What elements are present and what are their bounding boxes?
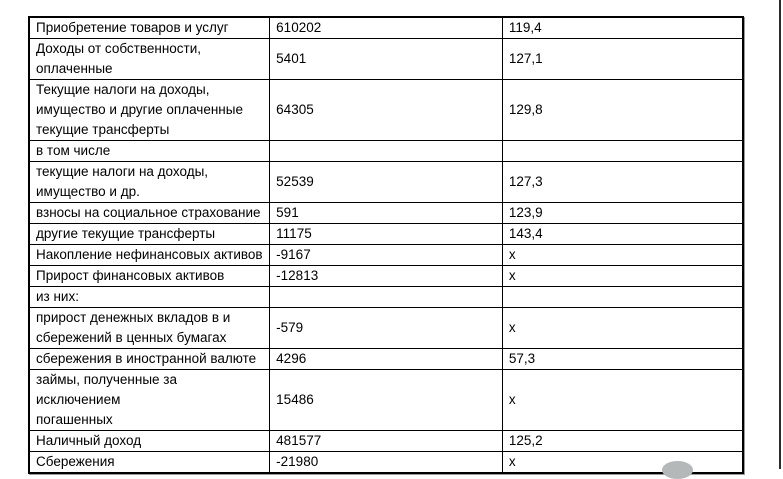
table-row: из них: (28, 286, 744, 308)
watermark-arc (662, 461, 693, 479)
row-label: Прирост финансовых активов (28, 265, 271, 287)
row-label: Текущие налоги на доходы, имущество и др… (28, 79, 271, 141)
row-label: Приобретение товаров и услуг (28, 16, 271, 39)
table-row: Прирост финансовых активов -12813 x (28, 265, 744, 287)
row-value (269, 140, 503, 162)
row-label: другие текущие трансферты (28, 223, 271, 245)
income-expense-table: Приобретение товаров и услуг 610202 119,… (28, 16, 744, 474)
table-row: Сбережения -21980 x (28, 451, 744, 474)
row-percent: 123,9 (501, 202, 744, 224)
table-row: Доходы от собственности, оплаченные 5401… (28, 38, 744, 80)
row-value (269, 286, 503, 308)
row-percent: 129,8 (501, 79, 744, 141)
row-percent (501, 140, 744, 162)
row-value: -12813 (269, 265, 503, 287)
table-row: Текущие налоги на доходы, имущество и др… (28, 79, 744, 141)
row-label: Наличный доход (28, 430, 271, 452)
row-label: из них: (28, 286, 271, 308)
row-value: 15486 (269, 369, 503, 431)
row-value: 591 (269, 202, 503, 224)
table-row: другие текущие трансферты 11175 143,4 (28, 223, 744, 245)
row-label: прирост денежных вкладов в и сбережений … (28, 307, 271, 349)
row-value: 64305 (269, 79, 503, 141)
table-row: Накопление нефинансовых активов -9167 x (28, 244, 744, 266)
row-percent: 127,3 (501, 161, 744, 203)
row-value: 11175 (269, 223, 503, 245)
row-percent: 127,1 (501, 38, 744, 80)
row-value: 481577 (269, 430, 503, 452)
row-percent: x (501, 265, 744, 287)
table-row: текущие налоги на доходы, имущество и др… (28, 161, 744, 203)
row-percent: x (501, 307, 744, 349)
row-percent: x (501, 451, 744, 474)
row-value: -579 (269, 307, 503, 349)
row-percent: x (501, 369, 744, 431)
row-percent: 57,3 (501, 348, 744, 370)
table-row: сбережения в иностранной валюте 4296 57,… (28, 348, 744, 370)
row-value: 52539 (269, 161, 503, 203)
document-page: { "table": { "rows": [ { "label": "Приоб… (28, 0, 781, 479)
row-label: в том числе (28, 140, 271, 162)
table-row: в том числе (28, 140, 744, 162)
row-value: -9167 (269, 244, 503, 266)
row-label: Сбережения (28, 451, 271, 474)
row-label: сбережения в иностранной валюте (28, 348, 271, 370)
row-value: -21980 (269, 451, 503, 474)
table-row: Приобретение товаров и услуг 610202 119,… (28, 16, 744, 39)
page-edge-line (779, 0, 781, 469)
row-label: займы, полученные за исключением погашен… (28, 369, 271, 431)
row-value: 610202 (269, 16, 503, 39)
row-label: текущие налоги на доходы, имущество и др… (28, 161, 271, 203)
table-row: прирост денежных вкладов в и сбережений … (28, 307, 744, 349)
row-percent: x (501, 244, 744, 266)
row-label: взносы на социальное страхование (28, 202, 271, 224)
table-body: Приобретение товаров и услуг 610202 119,… (28, 16, 744, 474)
row-percent: 119,4 (501, 16, 744, 39)
row-value: 4296 (269, 348, 503, 370)
table-row: займы, полученные за исключением погашен… (28, 369, 744, 431)
row-percent: 143,4 (501, 223, 744, 245)
row-label: Доходы от собственности, оплаченные (28, 38, 271, 80)
table-row: Наличный доход 481577 125,2 (28, 430, 744, 452)
row-label: Накопление нефинансовых активов (28, 244, 271, 266)
table-row: взносы на социальное страхование 591 123… (28, 202, 744, 224)
row-value: 5401 (269, 38, 503, 80)
row-percent: 125,2 (501, 430, 744, 452)
row-percent (501, 286, 744, 308)
